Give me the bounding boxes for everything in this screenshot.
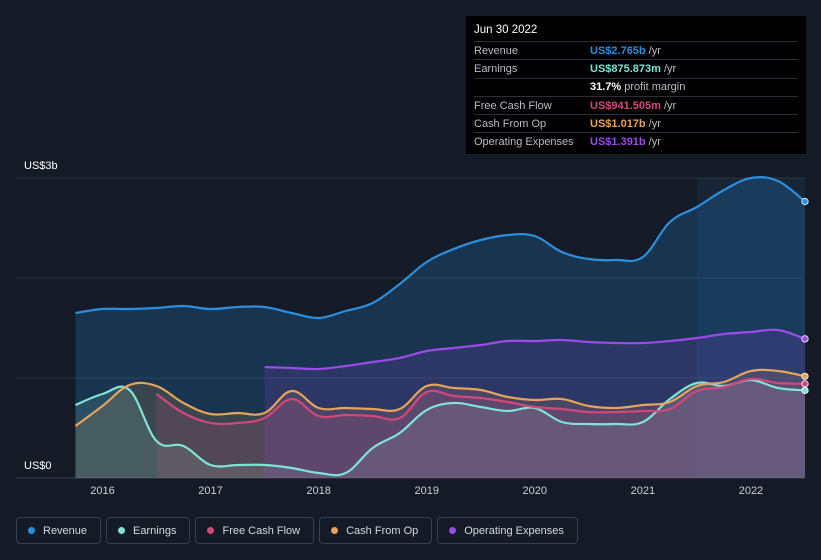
x-tick-label: 2016	[90, 485, 114, 497]
earnings-end-dot	[801, 386, 809, 394]
x-tick-label: 2020	[523, 485, 547, 497]
tooltip-row-unit: /yr	[648, 44, 661, 57]
x-tick-label: 2019	[414, 485, 438, 497]
legend-dot-icon	[331, 527, 339, 534]
legend-item-revenue[interactable]: Revenue	[16, 517, 102, 544]
tooltip-row: Cash From Op US$1.017b/yr	[474, 114, 798, 132]
free-cash-flow-area	[156, 378, 806, 478]
operating-expenses-line	[264, 328, 806, 371]
operating-expenses-area	[264, 329, 805, 478]
tooltip-row-label: Revenue	[474, 44, 519, 57]
tooltip-row-unit: /yr	[648, 136, 661, 149]
tooltip-row-unit: /yr	[663, 62, 677, 75]
tooltip-row-unit: profit margin	[624, 81, 686, 94]
legend-label: Earnings	[133, 524, 177, 537]
y-axis-top-label: US$3b	[24, 160, 58, 172]
legend-dot-icon	[207, 527, 215, 534]
tooltip-row-value: US$2.765b	[590, 44, 646, 57]
cash-from-op-area	[75, 369, 806, 478]
legend-label: Free Cash Flow	[222, 524, 301, 537]
tooltip-row: 31.7% profit margin	[474, 77, 798, 96]
tooltip-row-label: Operating Expenses	[474, 136, 574, 149]
legend-dot-icon	[28, 527, 35, 534]
tooltip-date: Jun 30 2022	[474, 24, 538, 36]
chart-legend: Revenue Earnings Free Cash Flow Cash From O…	[16, 517, 578, 544]
x-tick-label: 2021	[631, 485, 655, 497]
x-tick-label: 2017	[198, 485, 222, 497]
legend-label: Revenue	[43, 524, 88, 537]
tooltip-rows: Revenue US$2.765b/yr Earnings US$875.873m/y…	[474, 41, 798, 151]
free-cash-flow-end-dot	[801, 380, 809, 388]
tooltip-row: Operating Expenses US$1.391b/yr	[474, 132, 798, 150]
revenue-line	[75, 176, 806, 320]
tooltip-row-label: Free Cash Flow	[474, 99, 552, 112]
forecast-highlight-band	[696, 178, 805, 478]
legend-item-earnings[interactable]: Earnings	[106, 517, 191, 544]
x-tick-label: 2022	[739, 485, 763, 497]
tooltip-row-value: US$941.505m	[590, 99, 661, 112]
tooltip-row-value: US$1.391b	[590, 136, 646, 149]
tooltip-row: Free Cash Flow US$941.505m/yr	[474, 95, 798, 114]
legend-dot-icon	[449, 527, 457, 534]
earnings-area	[75, 379, 806, 478]
legend-label: Cash From Op	[346, 524, 419, 537]
operating-expenses-end-dot	[801, 335, 809, 343]
legend-label: Operating Expenses	[464, 524, 564, 537]
grid-lines	[16, 177, 805, 479]
legend-dot-icon	[118, 527, 126, 534]
legend-item-free-cash-flow[interactable]: Free Cash Flow	[195, 517, 315, 544]
x-axis-ticks: 2016 2017 2018 2019 2020 2021 2022	[90, 485, 763, 497]
legend-item-operating-expenses[interactable]: Operating Expenses	[437, 517, 578, 544]
revenue-end-dot	[801, 197, 809, 206]
series-end-dots	[801, 197, 809, 394]
tooltip-row-value: US$1.017b	[590, 117, 646, 130]
cash-from-op-line	[74, 368, 806, 427]
x-tick-label: 2018	[306, 485, 330, 497]
tooltip-row: Revenue US$2.765b/yr	[474, 41, 798, 59]
y-axis-bottom-label: US$0	[24, 460, 52, 472]
tooltip-row-value: US$875.873m	[590, 62, 661, 75]
series-lines	[74, 176, 806, 477]
cash-from-op-end-dot	[801, 372, 809, 380]
revenue-area	[75, 177, 806, 479]
tooltip-row-value: 31.7%	[590, 81, 622, 94]
tooltip-row-label: Cash From Op	[474, 117, 547, 130]
legend-item-cash-from-op[interactable]: Cash From Op	[319, 517, 433, 544]
tooltip-row-label: Earnings	[474, 62, 518, 75]
tooltip-row-unit: /yr	[648, 117, 661, 130]
series-areas	[75, 177, 806, 479]
free-cash-flow-line	[155, 377, 806, 426]
data-tooltip: Jun 30 2022 Revenue US$2.765b/yr Earnings U…	[466, 16, 806, 154]
tooltip-row: Earnings US$875.873m/yr	[474, 59, 798, 77]
earnings-line	[75, 378, 806, 477]
tooltip-row-unit: /yr	[663, 99, 677, 112]
